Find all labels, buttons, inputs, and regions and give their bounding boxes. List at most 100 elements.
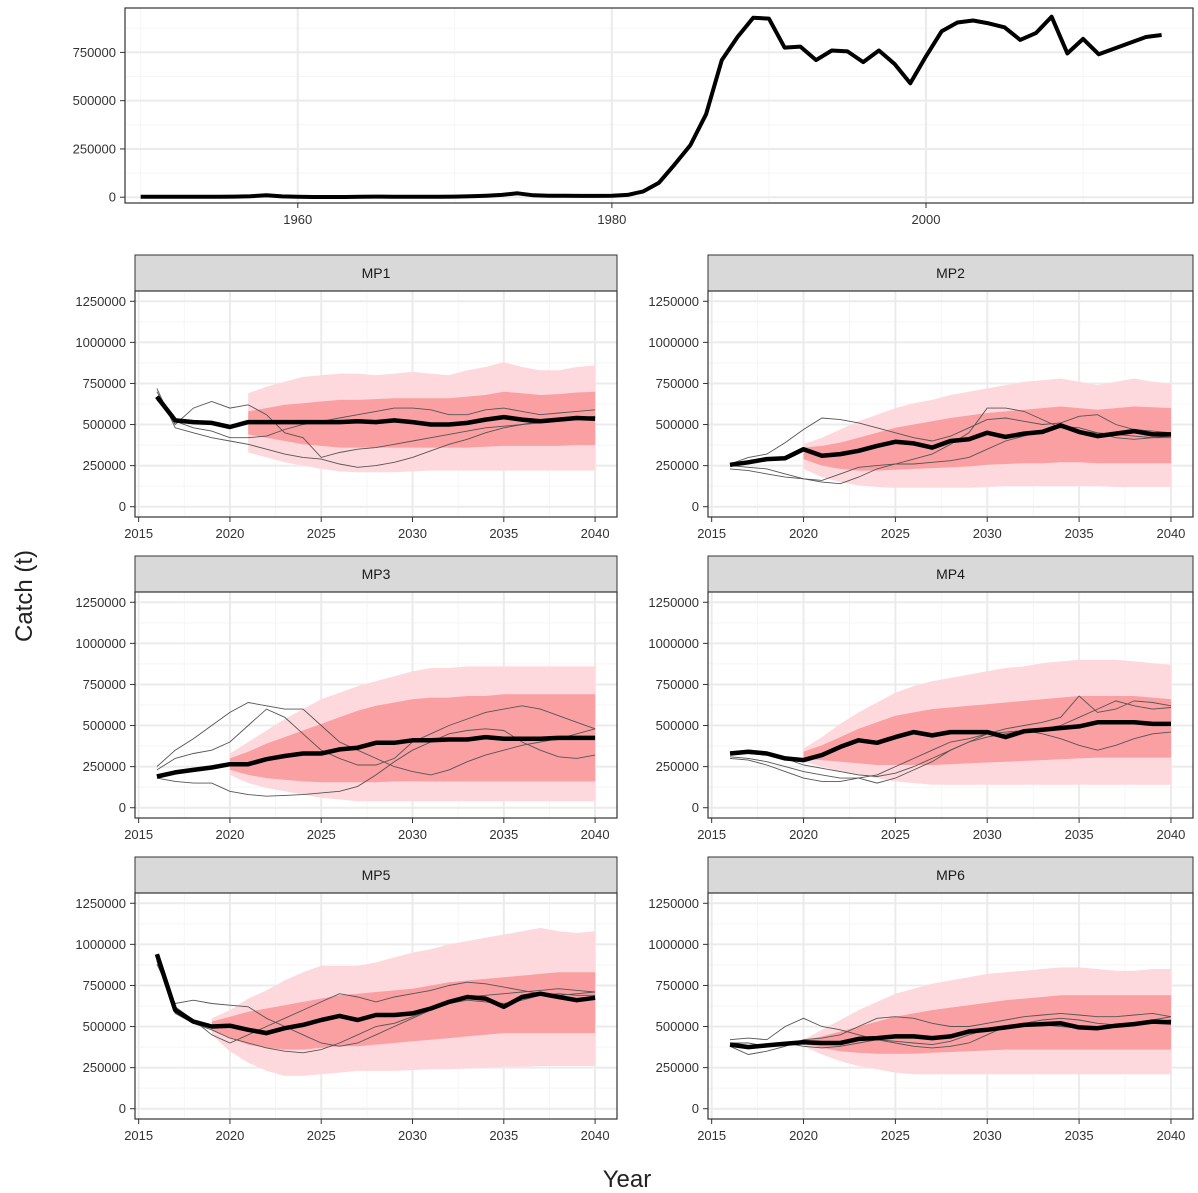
panel-mp6: MP6 2015 2020 2025 2030 2035 2040 0 250000 500000…	[648, 856, 1194, 1143]
worm-line	[156, 391, 596, 458]
x-tick-label: 2025	[307, 526, 336, 541]
worm-line	[729, 1016, 1172, 1049]
y-tick-label: 1000000	[75, 335, 126, 350]
worm-line	[729, 407, 1171, 485]
y-tick-label: 500000	[83, 718, 126, 733]
x-tick-label: 2020	[215, 827, 244, 842]
x-tick-label: 2015	[697, 1128, 726, 1143]
x-tick-label: 2015	[124, 526, 153, 541]
y-tick-label: 250000	[656, 1060, 699, 1075]
x-tick-label: 2020	[215, 1128, 244, 1143]
worm-line	[156, 728, 596, 797]
y-tick-label: 1000000	[75, 937, 126, 952]
panel-border	[707, 892, 1194, 1120]
x-tick-label: 2020	[215, 526, 244, 541]
y-tick-label: 500000	[83, 417, 126, 432]
x-tick-label: 2015	[124, 1128, 153, 1143]
x-tick-label: 2030	[973, 526, 1002, 541]
x-tick-label: 2035	[489, 827, 518, 842]
x-tick-label: 2040	[1156, 526, 1185, 541]
y-tick-label: 750000	[656, 677, 699, 692]
y-axis-title: Catch (t)	[11, 550, 38, 642]
y-tick-label: 0	[692, 499, 699, 514]
y-tick-label: 750000	[83, 677, 126, 692]
y-tick-label: 500000	[73, 93, 116, 108]
median-line	[729, 720, 1171, 763]
x-tick-label: 2025	[881, 827, 910, 842]
x-tick-label: 2030	[973, 827, 1002, 842]
y-tick-label: 0	[692, 800, 699, 815]
x-tick-label: 2025	[881, 1128, 910, 1143]
panel-mp5: MP5 2015 2020 2025 2030 2035 2040 0 250000 500000…	[75, 856, 618, 1143]
y-tick-label: 250000	[83, 458, 126, 473]
y-tick-label: 500000	[656, 718, 699, 733]
y-tick-label: 750000	[83, 978, 126, 993]
facet-strip-label: MP3	[362, 566, 391, 582]
y-tick-label: 750000	[656, 978, 699, 993]
median-line	[729, 1019, 1172, 1050]
y-tick-label: 0	[119, 1101, 126, 1116]
worm-line	[156, 705, 596, 771]
y-tick-label: 0	[109, 190, 116, 205]
x-tick-label: 2015	[124, 827, 153, 842]
median-line	[155, 395, 596, 430]
y-tick-label: 250000	[83, 759, 126, 774]
panel-border	[134, 591, 618, 819]
panel-mp3: MP3 2015 2020 2025 2030 2035 2040 0 250000 500000…	[75, 555, 618, 842]
x-tick-label: 2025	[307, 827, 336, 842]
facet-strip-label: MP6	[936, 867, 965, 883]
y-tick-label: 1250000	[648, 595, 699, 610]
x-tick-label: 2035	[1065, 526, 1094, 541]
y-tick-label: 750000	[73, 45, 116, 60]
y-tick-label: 1000000	[648, 937, 699, 952]
x-tick-label: 2025	[307, 1128, 336, 1143]
x-tick-label: 2030	[398, 827, 427, 842]
catch-history-line	[140, 14, 1162, 199]
y-tick-label: 1000000	[648, 335, 699, 350]
x-tick-label: 1980	[597, 212, 626, 227]
facet-strip	[707, 856, 1194, 894]
panel-border	[124, 7, 1194, 204]
panel-historical: 1960 1980 2000 0 250000 500000 750000	[73, 7, 1194, 227]
inner-band	[803, 406, 1171, 471]
x-tick-label: 2040	[581, 526, 610, 541]
x-tick-label: 2030	[398, 526, 427, 541]
y-tick-label: 0	[692, 1101, 699, 1116]
x-tick-label: 2000	[912, 212, 941, 227]
panel-border	[707, 290, 1194, 518]
worm-line	[156, 963, 596, 1047]
facet-strip-label: MP4	[936, 566, 965, 582]
worm-line	[156, 702, 596, 776]
y-tick-label: 0	[119, 800, 126, 815]
worm-line	[156, 960, 596, 1044]
x-tick-label: 2035	[1065, 1128, 1094, 1143]
x-tick-label: 1960	[283, 212, 312, 227]
y-tick-label: 500000	[83, 1019, 126, 1034]
x-tick-label: 2035	[489, 1128, 518, 1143]
x-tick-label: 2025	[881, 526, 910, 541]
plot-background	[125, 8, 1193, 203]
y-tick-label: 1250000	[75, 896, 126, 911]
y-tick-label: 500000	[656, 1019, 699, 1034]
worm-line	[729, 1012, 1172, 1055]
x-tick-label: 2020	[789, 1128, 818, 1143]
x-axis-title: Year	[603, 1166, 652, 1193]
y-tick-label: 1250000	[648, 294, 699, 309]
x-tick-label: 2040	[581, 1128, 610, 1143]
inner-band	[803, 995, 1171, 1054]
facet-strip	[707, 555, 1194, 593]
worm-line	[729, 695, 1172, 782]
worm-line	[156, 399, 596, 439]
x-tick-label: 2030	[398, 1128, 427, 1143]
x-tick-label: 2020	[789, 526, 818, 541]
x-tick-label: 2040	[581, 827, 610, 842]
y-tick-label: 1250000	[75, 294, 126, 309]
median-line	[154, 953, 596, 1036]
x-tick-label: 2035	[489, 526, 518, 541]
facet-strip-label: MP1	[362, 265, 391, 281]
y-tick-label: 0	[119, 499, 126, 514]
y-tick-label: 1250000	[75, 595, 126, 610]
worm-line	[156, 960, 596, 1054]
facet-strip	[134, 856, 618, 894]
